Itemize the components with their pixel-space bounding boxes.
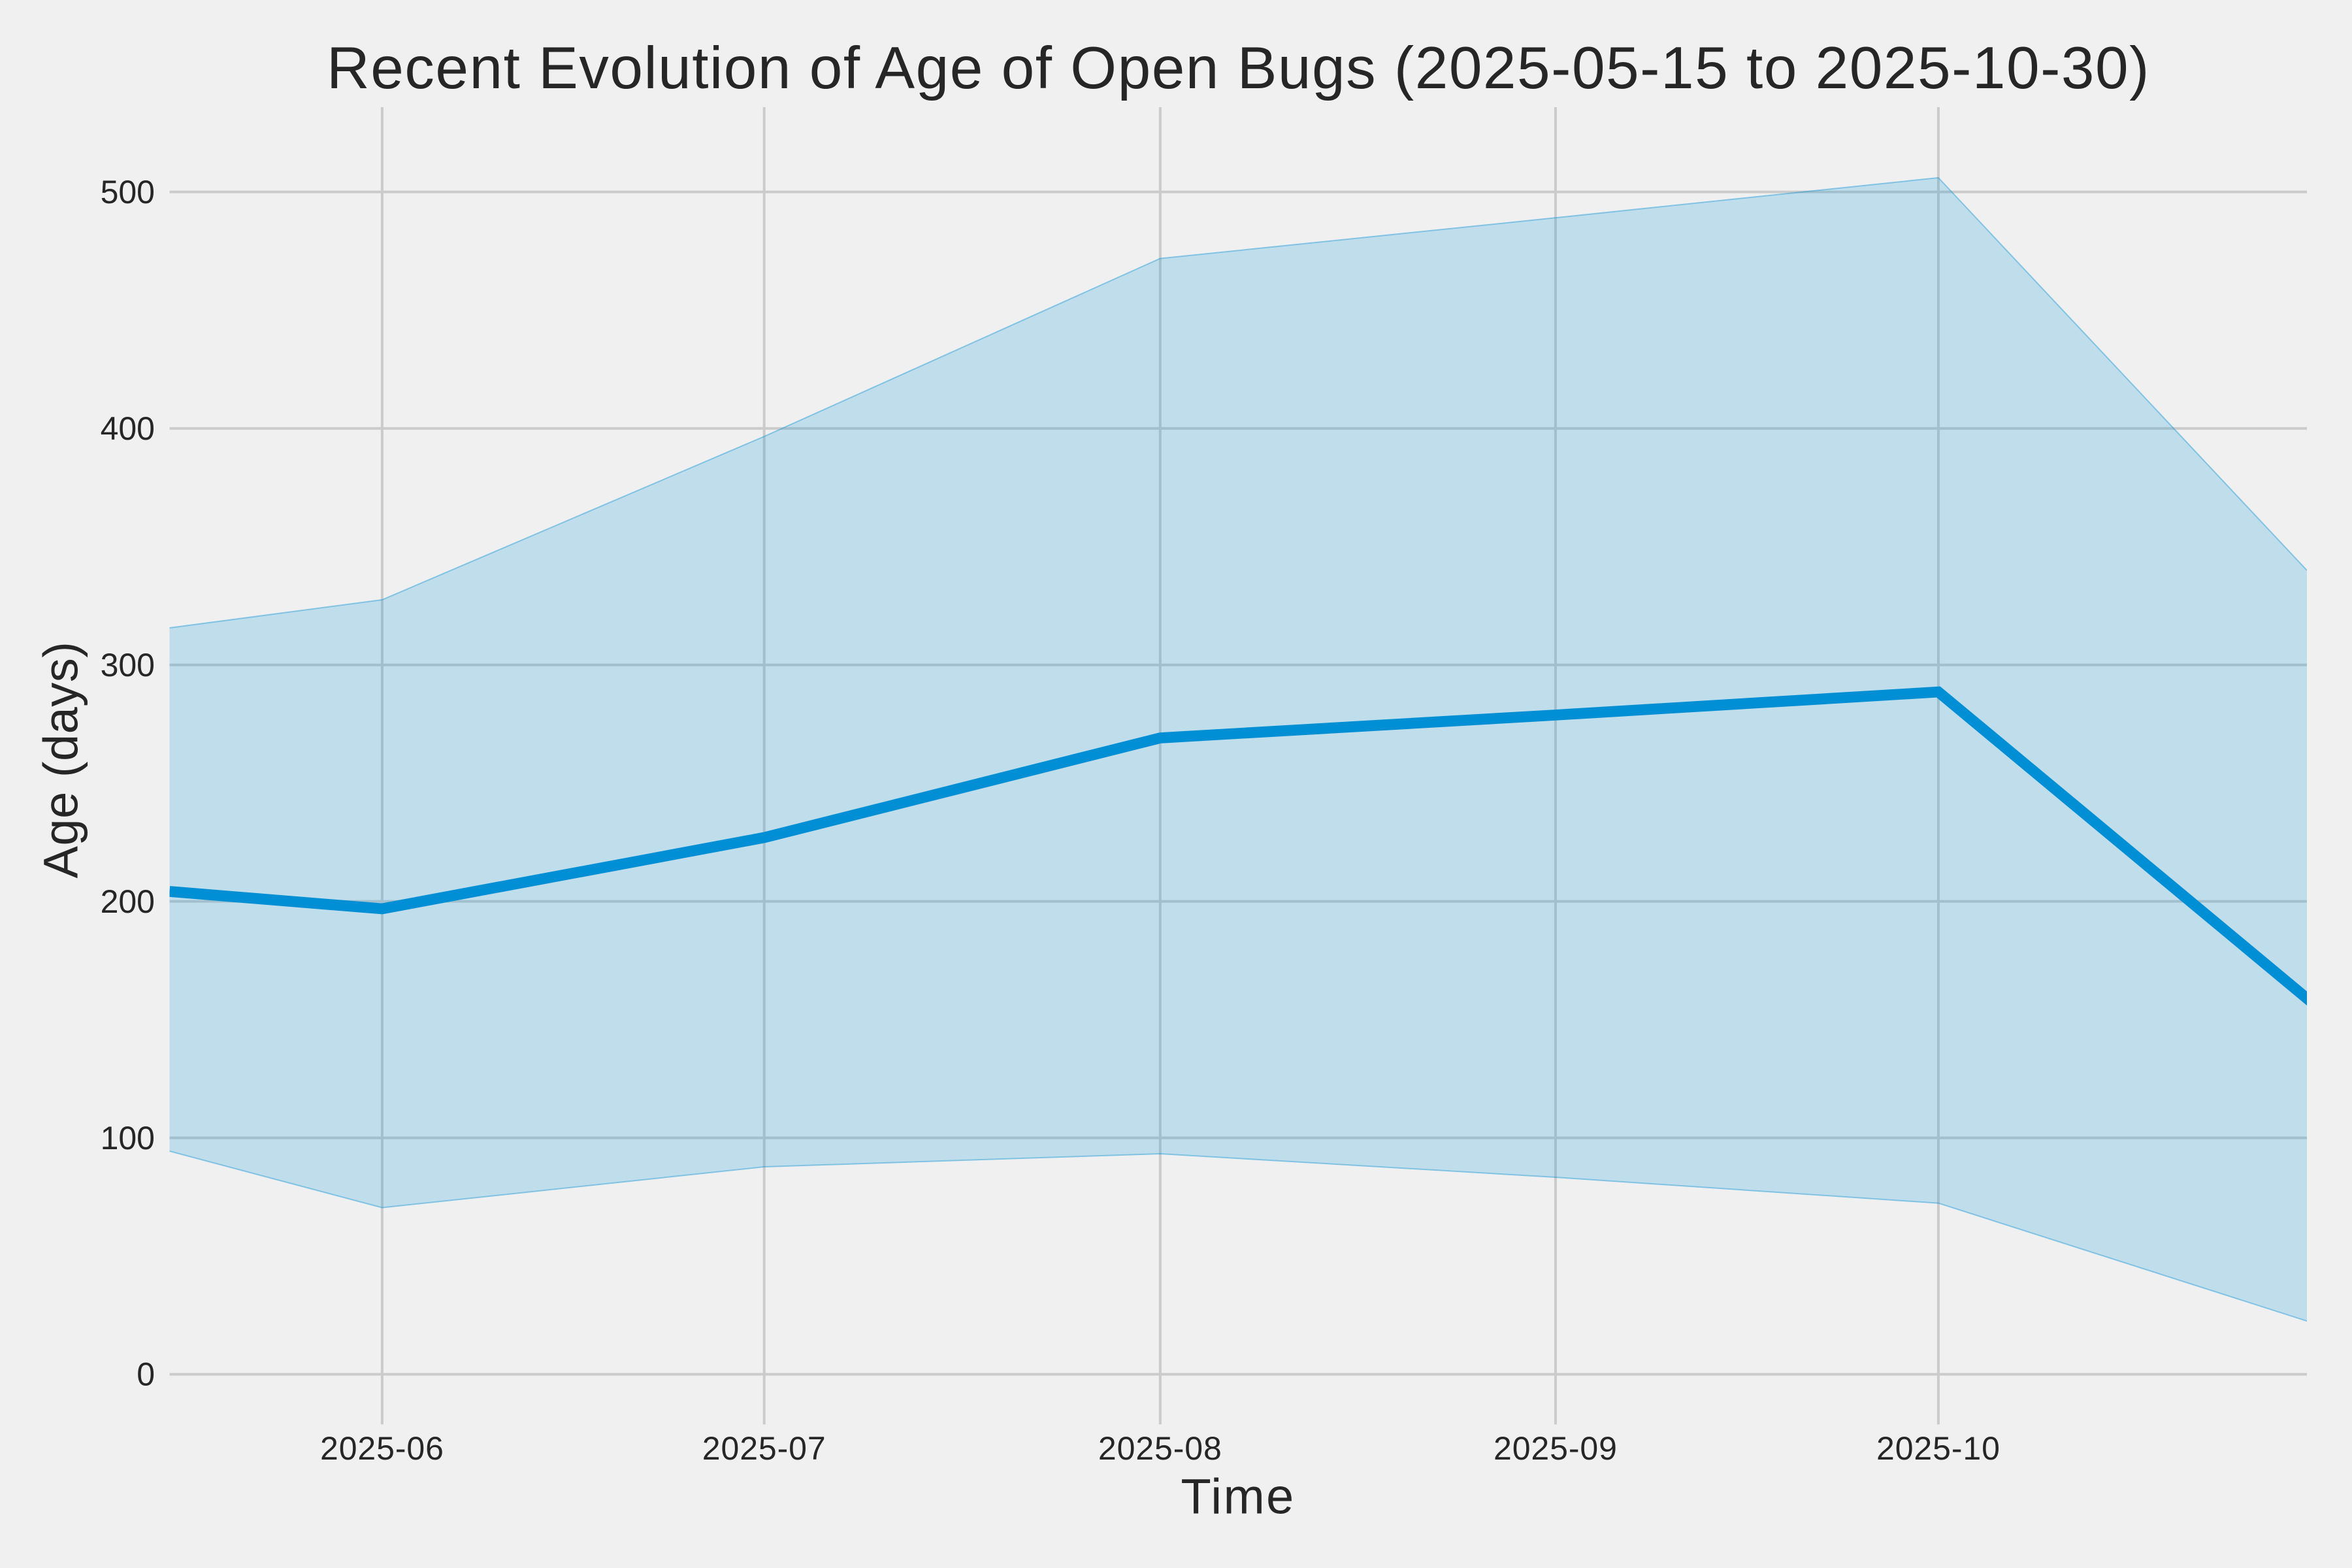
svg-text:2025-09: 2025-09 bbox=[1494, 1430, 1618, 1467]
svg-text:Recent Evolution of Age of Ope: Recent Evolution of Age of Open Bugs (20… bbox=[327, 35, 2150, 101]
svg-text:300: 300 bbox=[101, 647, 155, 683]
svg-text:2025-07: 2025-07 bbox=[702, 1430, 826, 1467]
svg-text:2025-06: 2025-06 bbox=[320, 1430, 444, 1467]
svg-text:Age (days): Age (days) bbox=[34, 642, 88, 879]
svg-text:500: 500 bbox=[101, 174, 155, 210]
svg-text:100: 100 bbox=[101, 1120, 155, 1156]
svg-text:Time: Time bbox=[1181, 1469, 1295, 1525]
svg-text:2025-08: 2025-08 bbox=[1098, 1430, 1222, 1467]
svg-text:2025-10: 2025-10 bbox=[1876, 1430, 2001, 1467]
svg-text:400: 400 bbox=[101, 410, 155, 447]
svg-text:200: 200 bbox=[101, 883, 155, 920]
svg-text:0: 0 bbox=[137, 1356, 155, 1393]
